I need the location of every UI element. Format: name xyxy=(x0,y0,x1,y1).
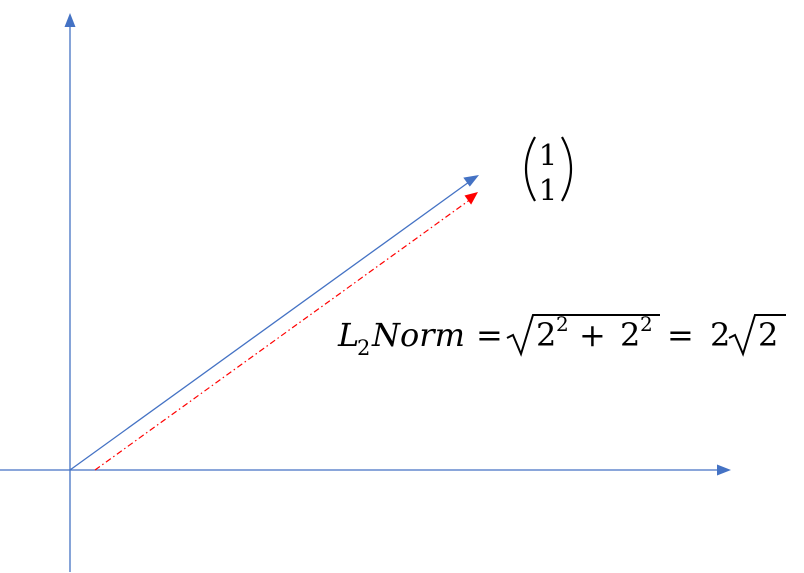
right-parenthesis xyxy=(561,136,572,202)
eq-norm: Norm xyxy=(371,316,465,354)
vector-label-bottom: 1 xyxy=(539,173,557,207)
sqrt-sign-1 xyxy=(506,314,660,357)
y-axis-arrowhead xyxy=(64,13,76,27)
vector-arrow xyxy=(69,181,470,471)
eq-exponent-1: 2 xyxy=(556,312,569,336)
eq-equals-1: = xyxy=(476,316,503,354)
x-axis-arrowhead xyxy=(717,464,731,476)
dashed-vector-arrowhead xyxy=(464,192,478,205)
l2-norm-equation: L 2 Norm = 2 2 + 2 2 = 2 2 xyxy=(337,312,786,360)
sqrt-sign-2 xyxy=(728,314,786,357)
eq-radicand: 2 xyxy=(758,316,778,354)
eq-equals-2: = xyxy=(667,316,694,354)
eq-base-1: 2 xyxy=(536,316,556,354)
vector-arrowhead xyxy=(463,175,479,187)
dashed-vector-arrow xyxy=(94,198,472,471)
vector-label-top: 1 xyxy=(539,138,557,172)
left-parenthesis xyxy=(525,136,536,202)
eq-exponent-2: 2 xyxy=(640,312,653,336)
eq-L: L xyxy=(337,316,359,354)
vector-label: 1 1 xyxy=(525,136,572,207)
eq-coefficient: 2 xyxy=(710,316,730,354)
eq-subscript: 2 xyxy=(357,336,370,360)
eq-base-2: 2 xyxy=(620,316,640,354)
eq-plus: + xyxy=(579,316,606,354)
